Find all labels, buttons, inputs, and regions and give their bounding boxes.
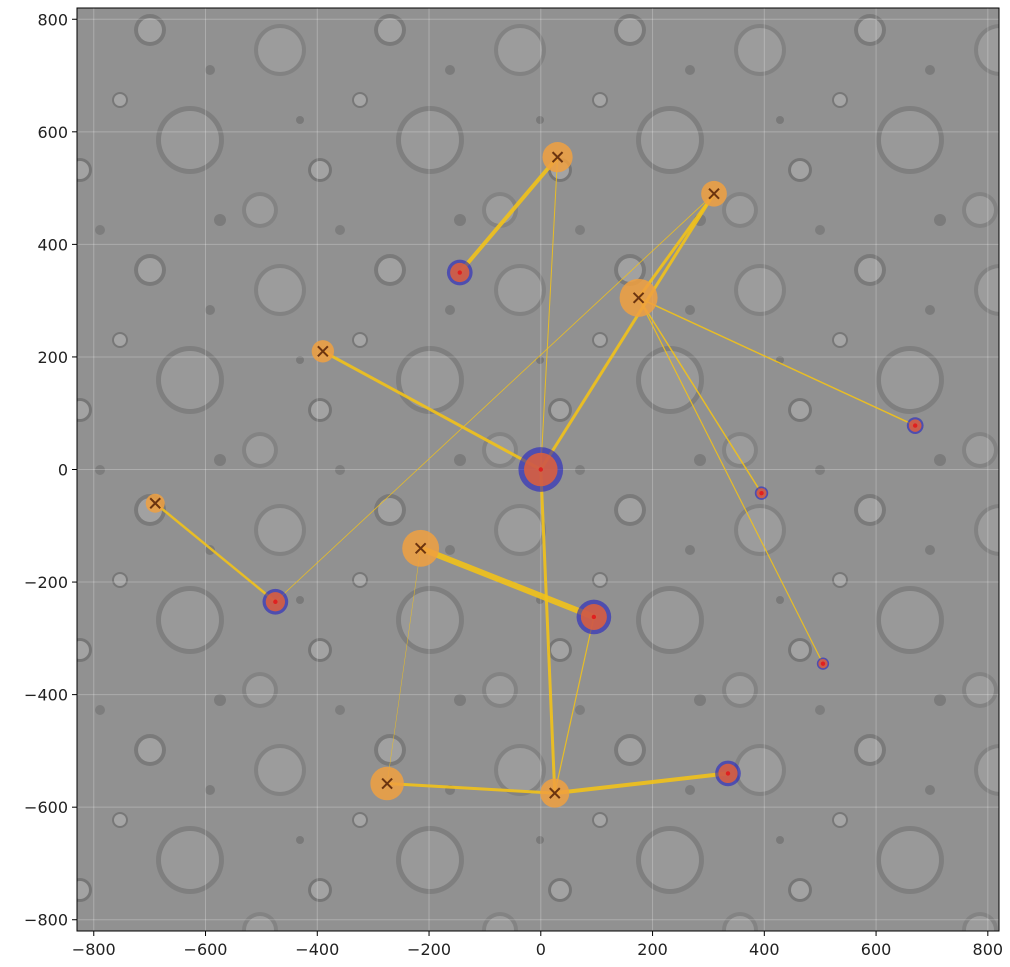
node-I xyxy=(145,493,165,513)
x-marker xyxy=(708,188,720,200)
x-marker xyxy=(551,151,564,163)
edge-A-F xyxy=(321,349,543,471)
x-marker xyxy=(317,345,329,358)
x-tick-label: 0 xyxy=(536,940,546,959)
y-tick-label: −800 xyxy=(24,911,68,930)
y-axis: −800 −600 −400 −200 0 200 400 600 800 xyxy=(24,10,77,930)
node-G xyxy=(906,417,924,434)
x-tick-label: −400 xyxy=(295,940,339,959)
edge-A-C xyxy=(539,192,716,471)
y-tick-label: 0 xyxy=(58,461,68,480)
node-H xyxy=(754,486,769,500)
node-center-dot xyxy=(725,771,731,776)
node-K xyxy=(262,588,289,615)
x-tick-label: −600 xyxy=(184,940,228,959)
edge-D-B xyxy=(457,155,560,275)
node-center-dot xyxy=(538,467,543,472)
node-center-dot xyxy=(759,490,764,496)
node-center-dot xyxy=(273,599,278,604)
node-center-dot xyxy=(591,614,597,620)
x-tick-label: 600 xyxy=(861,940,892,959)
node-O xyxy=(540,778,570,808)
x-marker xyxy=(149,497,161,509)
edge-A-B xyxy=(540,156,559,470)
node-center-dot xyxy=(912,423,918,428)
y-tick-label: −200 xyxy=(24,573,68,592)
node-N xyxy=(370,766,404,801)
edge-E-C xyxy=(637,192,716,300)
node-layer xyxy=(145,142,924,808)
edge-E-H xyxy=(637,297,763,494)
edge-K-C xyxy=(274,193,715,603)
node-A xyxy=(518,447,564,492)
y-tick-label: 800 xyxy=(37,10,68,29)
edge-A-O xyxy=(539,468,557,795)
y-tick-label: −400 xyxy=(24,686,68,705)
x-axis: −800 −600 −400 −200 0 200 400 600 800 xyxy=(72,931,1003,959)
edge-layer xyxy=(153,155,916,796)
y-tick-label: 400 xyxy=(37,235,68,254)
x-marker xyxy=(414,542,427,554)
node-M xyxy=(816,657,830,670)
edge-N-O xyxy=(385,782,557,795)
node-J xyxy=(402,529,440,567)
x-tick-label: 400 xyxy=(749,940,780,959)
node-center-dot xyxy=(457,270,462,275)
node-D xyxy=(446,259,473,286)
node-P xyxy=(715,760,741,787)
edge-L-O xyxy=(554,616,595,794)
edge-K-I xyxy=(153,502,277,604)
y-tick-label: 600 xyxy=(37,123,68,142)
edge-J-L xyxy=(417,545,597,620)
x-marker xyxy=(381,777,393,790)
node-F xyxy=(311,340,335,363)
node-B xyxy=(542,142,573,173)
edge-E-G xyxy=(637,297,916,427)
edge-O-P xyxy=(552,771,730,796)
node-L xyxy=(576,599,612,635)
x-tick-label: 200 xyxy=(637,940,668,959)
x-tick-label: −800 xyxy=(72,940,116,959)
node-C xyxy=(701,180,727,207)
y-tick-label: 200 xyxy=(37,348,68,367)
edge-J-N xyxy=(386,548,421,784)
x-tick-label: −200 xyxy=(407,940,451,959)
x-marker xyxy=(632,292,645,304)
x-tick-label: 800 xyxy=(973,940,1004,959)
edge-E-M xyxy=(637,297,824,665)
grid xyxy=(77,8,999,931)
node-E xyxy=(619,278,658,317)
x-marker xyxy=(549,787,561,799)
y-tick-label: −600 xyxy=(24,798,68,817)
node-center-dot xyxy=(820,661,826,666)
